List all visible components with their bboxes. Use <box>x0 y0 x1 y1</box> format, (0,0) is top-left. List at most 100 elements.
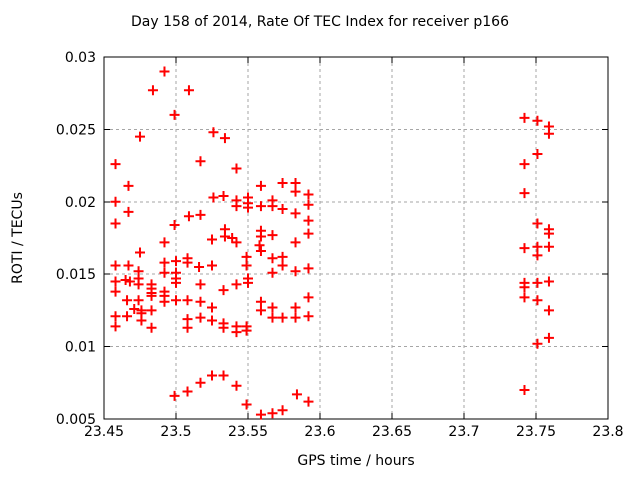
data-point-marker <box>277 312 288 323</box>
y-tick-label: 0.005 <box>56 412 96 428</box>
data-point-marker <box>255 296 266 307</box>
data-point-marker <box>133 279 144 290</box>
data-point-marker <box>147 85 158 96</box>
data-point-marker <box>290 208 301 219</box>
data-point-marker <box>110 311 121 322</box>
data-point-marker <box>277 251 288 262</box>
data-point-marker <box>532 277 543 288</box>
data-point-marker <box>136 315 147 326</box>
data-point-marker <box>254 240 265 251</box>
data-point-marker <box>218 285 229 296</box>
data-point-marker <box>194 261 205 272</box>
data-point-marker <box>159 237 170 248</box>
data-point-marker <box>183 211 194 222</box>
data-point-marker <box>219 231 230 242</box>
data-point-marker <box>231 163 242 174</box>
data-point-marker <box>255 231 266 242</box>
data-point-marker <box>123 180 134 191</box>
data-point-marker <box>110 321 121 332</box>
data-point-marker <box>110 260 121 271</box>
y-tick-label: 0.03 <box>65 50 96 66</box>
data-point-marker <box>182 257 193 268</box>
data-point-marker <box>159 257 170 268</box>
data-point-marker <box>267 267 278 278</box>
data-point-marker <box>241 325 252 336</box>
data-point-marker <box>241 399 252 410</box>
data-point-marker <box>231 201 242 212</box>
data-point-marker <box>303 199 314 210</box>
data-point-marker <box>532 218 543 229</box>
data-point-marker <box>519 282 530 293</box>
data-point-marker <box>267 253 278 264</box>
data-point-marker <box>208 192 219 203</box>
data-point-marker <box>243 277 253 288</box>
data-point-marker <box>255 180 266 191</box>
data-point-marker <box>207 370 217 381</box>
data-point-marker <box>303 263 314 274</box>
data-point-marker <box>519 112 530 123</box>
data-point-marker <box>182 322 193 333</box>
data-point-marker <box>135 131 145 142</box>
data-point-marker <box>195 209 206 220</box>
data-point-marker <box>195 156 206 167</box>
data-point-marker <box>133 295 144 306</box>
data-point-marker <box>277 204 288 215</box>
data-point-marker <box>277 405 288 416</box>
data-point-marker <box>267 201 278 212</box>
data-point-marker <box>146 290 157 301</box>
data-point-marker <box>207 260 217 271</box>
data-point-marker <box>218 322 229 333</box>
data-point-marker <box>231 327 242 338</box>
data-point-marker <box>207 234 217 245</box>
y-tick-label: 0.015 <box>56 267 96 283</box>
data-point-marker <box>290 312 301 323</box>
data-point-marker <box>169 109 180 120</box>
data-point-marker <box>241 251 252 262</box>
data-point-marker <box>277 177 288 188</box>
data-point-marker <box>290 266 301 277</box>
data-point-marker <box>255 201 266 212</box>
data-point-marker <box>159 296 170 307</box>
data-point-marker <box>303 215 314 226</box>
data-point-marker <box>146 305 157 316</box>
data-point-marker <box>267 302 278 313</box>
data-point-marker <box>303 396 314 407</box>
data-point-marker <box>159 267 170 278</box>
data-point-marker <box>519 188 530 199</box>
data-point-marker <box>267 408 278 419</box>
data-point-marker <box>303 189 314 200</box>
data-point-marker <box>543 276 554 287</box>
data-point-marker <box>543 128 554 139</box>
y-tick-label: 0.025 <box>56 122 96 138</box>
x-tick-label: 23.45 <box>84 424 124 440</box>
data-point-marker <box>532 338 543 349</box>
data-point-marker <box>532 241 543 252</box>
data-point-marker <box>171 256 181 267</box>
data-point-marker <box>243 202 253 213</box>
x-tick-label: 23.6 <box>304 424 335 440</box>
plot-border <box>103 56 609 420</box>
data-point-marker <box>303 228 314 239</box>
x-tick-label: 23.65 <box>372 424 412 440</box>
x-tick-label: 23.8 <box>592 424 623 440</box>
data-point-marker <box>182 386 193 397</box>
data-point-marker <box>303 311 314 322</box>
data-point-marker <box>543 241 554 252</box>
data-point-marker <box>183 85 194 96</box>
data-point-marker <box>519 385 530 396</box>
data-point-marker <box>208 127 219 138</box>
data-point-marker <box>241 260 252 271</box>
y-tick-label: 0.01 <box>65 340 96 356</box>
data-point-marker <box>290 302 301 313</box>
data-point-marker <box>543 332 554 343</box>
data-point-marker <box>290 186 301 197</box>
data-point-marker <box>231 279 242 290</box>
data-point-marker <box>231 380 242 391</box>
data-point-marker <box>218 191 229 202</box>
data-point-marker <box>182 295 193 306</box>
data-point-marker <box>195 377 206 388</box>
x-tick-label: 23.55 <box>228 424 268 440</box>
data-point-marker <box>110 196 121 207</box>
data-point-marker <box>291 389 302 400</box>
